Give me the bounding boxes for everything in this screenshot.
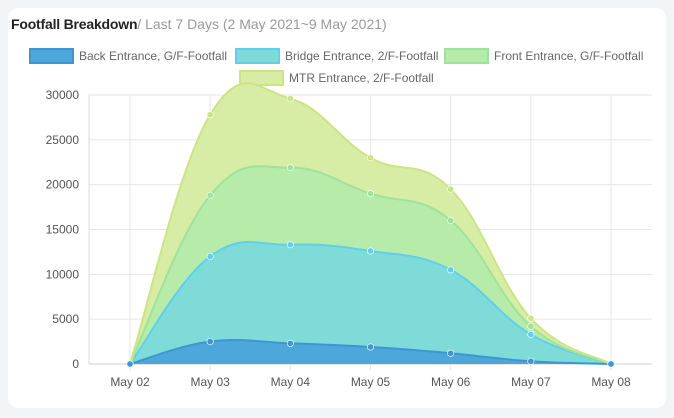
legend-label: Back Entrance, G/F-Footfall — [79, 49, 227, 63]
chart-points — [126, 95, 615, 368]
point-back-entrance-g-f-footfall — [126, 360, 134, 368]
point-mtr-entrance-2-f-footfall — [206, 111, 214, 119]
legend-label: Front Entrance, G/F-Footfall — [494, 49, 643, 63]
x-tick-label: May 07 — [511, 375, 551, 389]
y-tick-label: 0 — [72, 357, 79, 371]
chart-axes: 0 5000 10000 15000 20000 25000 30000 May 02 May … — [46, 88, 631, 389]
x-tick-label: May 03 — [190, 375, 230, 389]
point-back-entrance-g-f-footfall — [447, 349, 455, 357]
legend-swatch — [235, 48, 280, 64]
chart-subtitle: / Last 7 Days (2 May 2021~9 May 2021) — [137, 16, 387, 32]
chart-areas — [130, 83, 611, 365]
y-tick-label: 15000 — [46, 223, 80, 237]
y-tick-label: 20000 — [46, 178, 80, 192]
y-tick-label: 10000 — [46, 267, 80, 281]
y-tick-label: 25000 — [46, 133, 80, 147]
x-tick-label: May 06 — [431, 375, 471, 389]
point-front-entrance-g-f-footfall — [447, 217, 455, 225]
point-bridge-entrance-2-f-footfall — [206, 252, 214, 260]
point-mtr-entrance-2-f-footfall — [447, 185, 455, 193]
point-back-entrance-g-f-footfall — [527, 357, 535, 365]
point-mtr-entrance-2-f-footfall — [286, 95, 294, 103]
y-tick-label: 5000 — [52, 312, 79, 326]
point-back-entrance-g-f-footfall — [366, 343, 374, 351]
x-tick-label: May 02 — [110, 375, 150, 389]
point-back-entrance-g-f-footfall — [206, 338, 214, 346]
line-mtr-entrance-2-f-footfall — [129, 82, 612, 365]
chart-legend: Back Entrance, G/F-Footfall Bridge Entran… — [29, 48, 643, 86]
legend-swatch — [239, 70, 284, 86]
y-tick-label: 30000 — [46, 88, 80, 102]
point-mtr-entrance-2-f-footfall — [527, 314, 535, 322]
point-front-entrance-g-f-footfall — [366, 190, 374, 198]
point-front-entrance-g-f-footfall — [286, 164, 294, 172]
chart-title-row: Footfall Breakdown/ Last 7 Days (2 May 2… — [11, 16, 387, 32]
point-bridge-entrance-2-f-footfall — [286, 241, 294, 249]
point-bridge-entrance-2-f-footfall — [447, 266, 455, 274]
point-front-entrance-g-f-footfall — [206, 191, 214, 199]
x-tick-label: May 05 — [351, 375, 391, 389]
point-back-entrance-g-f-footfall — [607, 360, 615, 368]
point-back-entrance-g-f-footfall — [286, 339, 294, 347]
legend-swatch — [29, 48, 74, 64]
point-front-entrance-g-f-footfall — [527, 322, 535, 330]
legend-label: MTR Entrance, 2/F-Footfall — [289, 71, 434, 85]
legend-swatch — [444, 48, 489, 64]
area-bridge-entrance-2-f-footfall — [130, 241, 611, 364]
point-bridge-entrance-2-f-footfall — [366, 247, 374, 255]
x-tick-label: May 04 — [271, 375, 311, 389]
chart-title: Footfall Breakdown — [11, 16, 138, 32]
point-bridge-entrance-2-f-footfall — [527, 330, 535, 338]
legend-label: Bridge Entrance, 2/F-Footfall — [285, 49, 438, 63]
point-mtr-entrance-2-f-footfall — [366, 154, 374, 162]
x-tick-label: May 08 — [591, 375, 631, 389]
